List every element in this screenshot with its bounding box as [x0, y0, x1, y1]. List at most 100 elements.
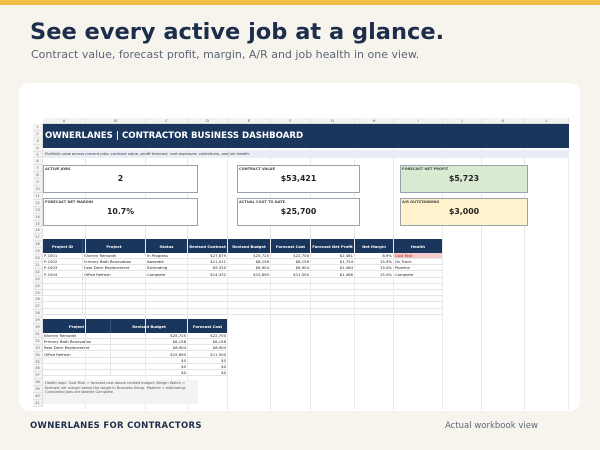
empty-cell[interactable]: [43, 277, 83, 284]
empty-cell[interactable]: [188, 296, 228, 303]
empty-cell[interactable]: [271, 308, 311, 315]
row-header[interactable]: 8: [33, 172, 43, 180]
row-header[interactable]: 18: [33, 241, 43, 249]
empty-cell[interactable]: [43, 308, 83, 315]
empty-cell[interactable]: [43, 302, 83, 309]
row-header[interactable]: 40: [33, 393, 43, 400]
empty-cell[interactable]: [271, 284, 311, 290]
empty-cell[interactable]: [394, 277, 443, 284]
row-header[interactable]: 7: [33, 165, 43, 173]
spreadsheet[interactable]: $0 $0 $0 $0 $0 $0 $11,500 $15,690 Office Refresh…: [33, 118, 569, 410]
empty-cell[interactable]: [146, 290, 188, 297]
row-header[interactable]: 2: [33, 130, 43, 138]
column-header[interactable]: E: [228, 118, 271, 124]
row-header[interactable]: 15: [33, 220, 43, 228]
jobs-table-header[interactable]: Revised Budget: [228, 239, 271, 253]
empty-cell[interactable]: [355, 284, 394, 290]
empty-cell[interactable]: [83, 284, 146, 290]
jobs-table-cell[interactable]: In Progress: [146, 253, 188, 259]
jobs-table-cell[interactable]: Estimating: [146, 265, 188, 272]
row-header[interactable]: 22: [33, 268, 43, 276]
row-header[interactable]: 6: [33, 158, 43, 166]
budget-table-cell[interactable]: $6,904: [188, 345, 228, 352]
kpi-forecast-net-profit[interactable]: FORECAST NET PROFIT $5,723: [400, 165, 528, 193]
empty-cell[interactable]: [146, 284, 188, 290]
jobs-table-cell[interactable]: Pipeline: [394, 265, 443, 272]
empty-cell[interactable]: [228, 277, 271, 284]
empty-cell[interactable]: [188, 290, 228, 297]
empty-cell[interactable]: [271, 296, 311, 303]
row-header[interactable]: 31: [33, 331, 43, 338]
row-header[interactable]: 10: [33, 186, 43, 193]
empty-cell[interactable]: [228, 284, 271, 290]
row-header[interactable]: 23: [33, 275, 43, 283]
jobs-table-cell[interactable]: Office Refresh: [83, 271, 146, 278]
jobs-table-cell[interactable]: P-1003: [43, 265, 83, 272]
row-header[interactable]: 14: [33, 213, 43, 221]
budget-table-header[interactable]: Forecast Cost: [188, 319, 228, 333]
jobs-table-header[interactable]: Forecast Cost: [271, 239, 311, 253]
jobs-table-cell[interactable]: $2,481: [311, 253, 355, 259]
empty-cell[interactable]: [83, 290, 146, 297]
kpi-contract-value[interactable]: CONTRACT VALUE $53,421: [237, 165, 360, 193]
budget-table-cell[interactable]: Office Refresh: [43, 351, 111, 358]
column-header[interactable]: K: [482, 118, 525, 124]
column-header[interactable]: B: [86, 118, 146, 124]
row-header[interactable]: 39: [33, 386, 43, 394]
row-header[interactable]: 1: [33, 124, 43, 131]
budget-table-cell[interactable]: Rear Deck Replacement: [43, 345, 111, 352]
column-header[interactable]: J: [443, 118, 482, 124]
row-header[interactable]: 32: [33, 337, 43, 345]
empty-cell[interactable]: [228, 296, 271, 303]
jobs-table-cell[interactable]: 8.9%: [355, 253, 394, 259]
row-header[interactable]: 17: [33, 234, 43, 242]
budget-table-cell[interactable]: $0: [188, 364, 228, 370]
jobs-table-cell[interactable]: Primary Bath Renovation: [83, 259, 146, 266]
row-header[interactable]: 37: [33, 372, 43, 380]
jobs-table-cell[interactable]: $1,464: [311, 265, 355, 272]
empty-cell[interactable]: [83, 302, 146, 309]
empty-cell[interactable]: [355, 290, 394, 297]
empty-cell[interactable]: [311, 284, 355, 290]
jobs-table-cell[interactable]: $9,320: [188, 265, 228, 272]
empty-cell[interactable]: [146, 302, 188, 309]
jobs-table-cell[interactable]: Complete: [146, 271, 188, 278]
row-header[interactable]: 41: [33, 400, 43, 407]
empty-cell[interactable]: [228, 308, 271, 315]
empty-cell[interactable]: [83, 296, 146, 303]
row-header[interactable]: 20: [33, 255, 43, 262]
empty-cell[interactable]: [228, 290, 271, 297]
jobs-table-header[interactable]: Health: [394, 239, 443, 253]
column-header[interactable]: G: [311, 118, 355, 124]
jobs-table-cell[interactable]: $11,011: [188, 259, 228, 266]
jobs-table-header[interactable]: Project: [83, 239, 146, 253]
empty-cell[interactable]: [271, 302, 311, 309]
row-header[interactable]: 11: [33, 193, 43, 200]
budget-table-cell[interactable]: $25,725: [111, 333, 188, 339]
row-header[interactable]: 27: [33, 303, 43, 311]
column-header[interactable]: C: [146, 118, 188, 124]
jobs-table-cell[interactable]: $6,904: [228, 265, 271, 272]
budget-table-header[interactable]: Project: [43, 319, 111, 333]
jobs-table-cell[interactable]: $27,879: [188, 253, 228, 259]
row-header[interactable]: 12: [33, 199, 43, 207]
row-header[interactable]: 35: [33, 358, 43, 366]
empty-cell[interactable]: [83, 308, 146, 315]
empty-cell[interactable]: [271, 277, 311, 284]
jobs-table-cell[interactable]: 15.0%: [355, 265, 394, 272]
empty-cell[interactable]: [43, 290, 83, 297]
jobs-table-header[interactable]: Project ID: [43, 239, 83, 253]
row-header[interactable]: 24: [33, 282, 43, 290]
jobs-table-cell[interactable]: Rear Deck Replacement: [83, 265, 146, 272]
jobs-table-cell[interactable]: Complete: [394, 271, 443, 278]
budget-table-cell[interactable]: $0: [188, 370, 228, 377]
jobs-table-cell[interactable]: $25,725: [228, 253, 271, 259]
row-header[interactable]: 13: [33, 206, 43, 214]
jobs-table-header[interactable]: Revised Contract: [188, 239, 228, 253]
empty-cell[interactable]: [146, 277, 188, 284]
empty-cell[interactable]: [188, 284, 228, 290]
empty-cell[interactable]: [188, 308, 228, 315]
empty-cell[interactable]: [311, 277, 355, 284]
kpi-active-jobs[interactable]: ACTIVE JOBS 2: [43, 165, 198, 193]
empty-cell[interactable]: [311, 296, 355, 303]
